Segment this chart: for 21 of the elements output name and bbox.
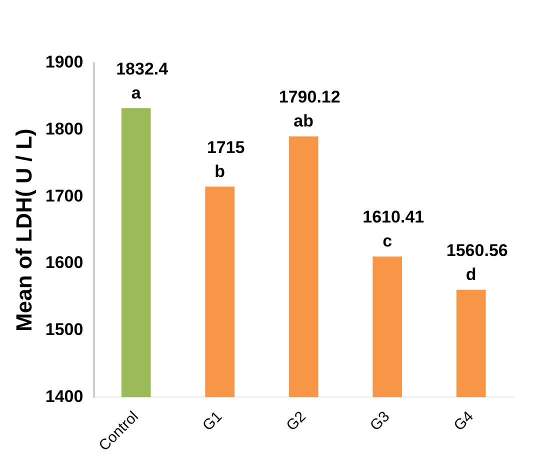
y-tick-label: 1500 bbox=[45, 320, 84, 339]
x-tick-label: G4 bbox=[450, 408, 477, 434]
data-label: 1560.56 bbox=[446, 240, 508, 260]
x-tick-label: G1 bbox=[199, 408, 226, 434]
y-tick-label: 1600 bbox=[45, 253, 84, 272]
annotation: a bbox=[131, 83, 142, 102]
data-label: 1610.41 bbox=[362, 208, 424, 227]
y-axis-title: Mean of LDH( U / L) bbox=[11, 128, 36, 332]
annotation: b bbox=[214, 162, 226, 181]
annotation: ab bbox=[294, 112, 314, 131]
annotation: c bbox=[382, 232, 392, 251]
data-label: 1832.4 bbox=[116, 59, 169, 78]
x-tick-label: G2 bbox=[283, 408, 310, 434]
x-tick-label: G3 bbox=[366, 408, 394, 434]
data-label: 1715 bbox=[206, 138, 245, 157]
y-tick-label: 1700 bbox=[45, 186, 84, 206]
y-tick-label: 1400 bbox=[45, 386, 84, 406]
data-label: 1790.12 bbox=[278, 88, 340, 107]
annotation: d bbox=[466, 264, 476, 284]
y-tick-label: 1800 bbox=[45, 120, 84, 139]
y-tick-label: 1900 bbox=[45, 52, 84, 72]
